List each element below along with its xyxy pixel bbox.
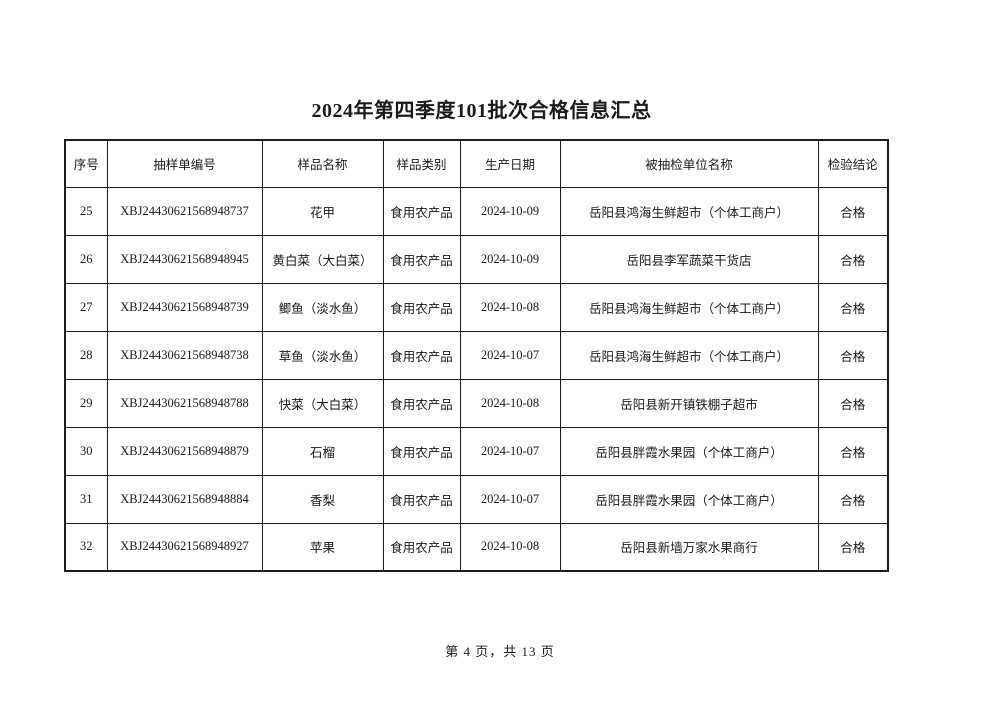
column-header-index: 序号 [64, 139, 108, 188]
cell-sample-name: 鲫鱼（淡水鱼） [261, 282, 384, 332]
cell-production-date: 2024-10-08 [459, 378, 561, 428]
cell-sampled-unit-name: 岳阳县李军蔬菜干货店 [559, 234, 819, 284]
column-header-inspection-conclusion: 检验结论 [817, 139, 889, 188]
cell-index: 29 [64, 378, 108, 428]
cell-sampled-unit-name: 岳阳县鸿海生鲜超市（个体工商户） [559, 282, 819, 332]
cell-production-date: 2024-10-07 [459, 330, 561, 380]
page-number-footer: 第 4 页，共 13 页 [445, 644, 555, 659]
cell-inspection-conclusion: 合格 [817, 378, 889, 428]
cell-index: 26 [64, 234, 108, 284]
cell-inspection-conclusion: 合格 [817, 474, 889, 524]
table-row: 32 XBJ24430621568948927 苹果 食用农产品 2024-10-08 岳… [64, 522, 889, 572]
cell-sampled-unit-name: 岳阳县新开镇铁棚子超市 [559, 378, 819, 428]
cell-production-date: 2024-10-07 [459, 426, 561, 476]
table-header: 序号 抽样单编号 样品名称 样品类别 生产日期 被抽检单位名称 检验结论 [64, 139, 889, 188]
cell-sample-name: 快菜（大白菜） [261, 378, 384, 428]
table-row: 25 XBJ24430621568948737 花甲 食用农产品 2024-10-09 岳… [64, 186, 889, 236]
cell-index: 25 [64, 186, 108, 236]
cell-sample-category: 食用农产品 [382, 330, 461, 380]
cell-inspection-conclusion: 合格 [817, 186, 889, 236]
cell-inspection-conclusion: 合格 [817, 522, 889, 572]
cell-sample-form-number: XBJ24430621568948737 [106, 186, 263, 236]
cell-sample-name: 苹果 [261, 522, 384, 572]
cell-sample-name: 草鱼（淡水鱼） [261, 330, 384, 380]
cell-sample-form-number: XBJ24430621568948884 [106, 474, 263, 524]
cell-sample-category: 食用农产品 [382, 186, 461, 236]
cell-sample-category: 食用农产品 [382, 474, 461, 524]
cell-production-date: 2024-10-09 [459, 186, 561, 236]
cell-sample-category: 食用农产品 [382, 522, 461, 572]
column-header-sampled-unit-name: 被抽检单位名称 [559, 139, 819, 188]
page-title: 2024年第四季度101批次合格信息汇总 [311, 100, 652, 122]
cell-production-date: 2024-10-09 [459, 234, 561, 284]
cell-production-date: 2024-10-08 [459, 522, 561, 572]
cell-index: 27 [64, 282, 108, 332]
cell-production-date: 2024-10-08 [459, 282, 561, 332]
table-row: 31 XBJ24430621568948884 香梨 食用农产品 2024-10-07 岳… [64, 474, 889, 524]
column-header-production-date: 生产日期 [459, 139, 561, 188]
column-header-sample-category: 样品类别 [382, 139, 461, 188]
cell-inspection-conclusion: 合格 [817, 234, 889, 284]
cell-sampled-unit-name: 岳阳县新墙万家水果商行 [559, 522, 819, 572]
cell-sample-category: 食用农产品 [382, 426, 461, 476]
cell-sample-form-number: XBJ24430621568948927 [106, 522, 263, 572]
cell-inspection-conclusion: 合格 [817, 330, 889, 380]
cell-sample-name: 香梨 [261, 474, 384, 524]
cell-sample-name: 黄白菜（大白菜） [261, 234, 384, 284]
cell-sample-name: 花甲 [261, 186, 384, 236]
cell-inspection-conclusion: 合格 [817, 426, 889, 476]
cell-sampled-unit-name: 岳阳县胖霞水果园（个体工商户） [559, 474, 819, 524]
table-header-row: 序号 抽样单编号 样品名称 样品类别 生产日期 被抽检单位名称 检验结论 [64, 139, 889, 188]
table-row: 28 XBJ24430621568948738 草鱼（淡水鱼） 食用农产品 2024-1… [64, 330, 889, 380]
cell-index: 31 [64, 474, 108, 524]
cell-sample-category: 食用农产品 [382, 378, 461, 428]
cell-index: 32 [64, 522, 108, 572]
cell-index: 28 [64, 330, 108, 380]
qualified-info-table: 序号 抽样单编号 样品名称 样品类别 生产日期 被抽检单位名称 检验结论 25 X… [64, 139, 889, 572]
table-row: 29 XBJ24430621568948788 快菜（大白菜） 食用农产品 2024-1… [64, 378, 889, 428]
cell-sample-form-number: XBJ24430621568948945 [106, 234, 263, 284]
table-row: 30 XBJ24430621568948879 石榴 食用农产品 2024-10-07 岳… [64, 426, 889, 476]
column-header-sample-form-number: 抽样单编号 [106, 139, 263, 188]
cell-sample-form-number: XBJ24430621568948788 [106, 378, 263, 428]
column-header-sample-name: 样品名称 [261, 139, 384, 188]
table-row: 26 XBJ24430621568948945 黄白菜（大白菜） 食用农产品 2024-… [64, 234, 889, 284]
cell-sampled-unit-name: 岳阳县鸿海生鲜超市（个体工商户） [559, 186, 819, 236]
cell-sample-category: 食用农产品 [382, 282, 461, 332]
table-body: 25 XBJ24430621568948737 花甲 食用农产品 2024-10-09 岳… [64, 186, 889, 572]
cell-sample-form-number: XBJ24430621568948738 [106, 330, 263, 380]
cell-production-date: 2024-10-07 [459, 474, 561, 524]
cell-sample-category: 食用农产品 [382, 234, 461, 284]
cell-sampled-unit-name: 岳阳县鸿海生鲜超市（个体工商户） [559, 330, 819, 380]
cell-inspection-conclusion: 合格 [817, 282, 889, 332]
cell-index: 30 [64, 426, 108, 476]
cell-sample-name: 石榴 [261, 426, 384, 476]
cell-sampled-unit-name: 岳阳县胖霞水果园（个体工商户） [559, 426, 819, 476]
table-row: 27 XBJ24430621568948739 鲫鱼（淡水鱼） 食用农产品 2024-1… [64, 282, 889, 332]
cell-sample-form-number: XBJ24430621568948879 [106, 426, 263, 476]
cell-sample-form-number: XBJ24430621568948739 [106, 282, 263, 332]
